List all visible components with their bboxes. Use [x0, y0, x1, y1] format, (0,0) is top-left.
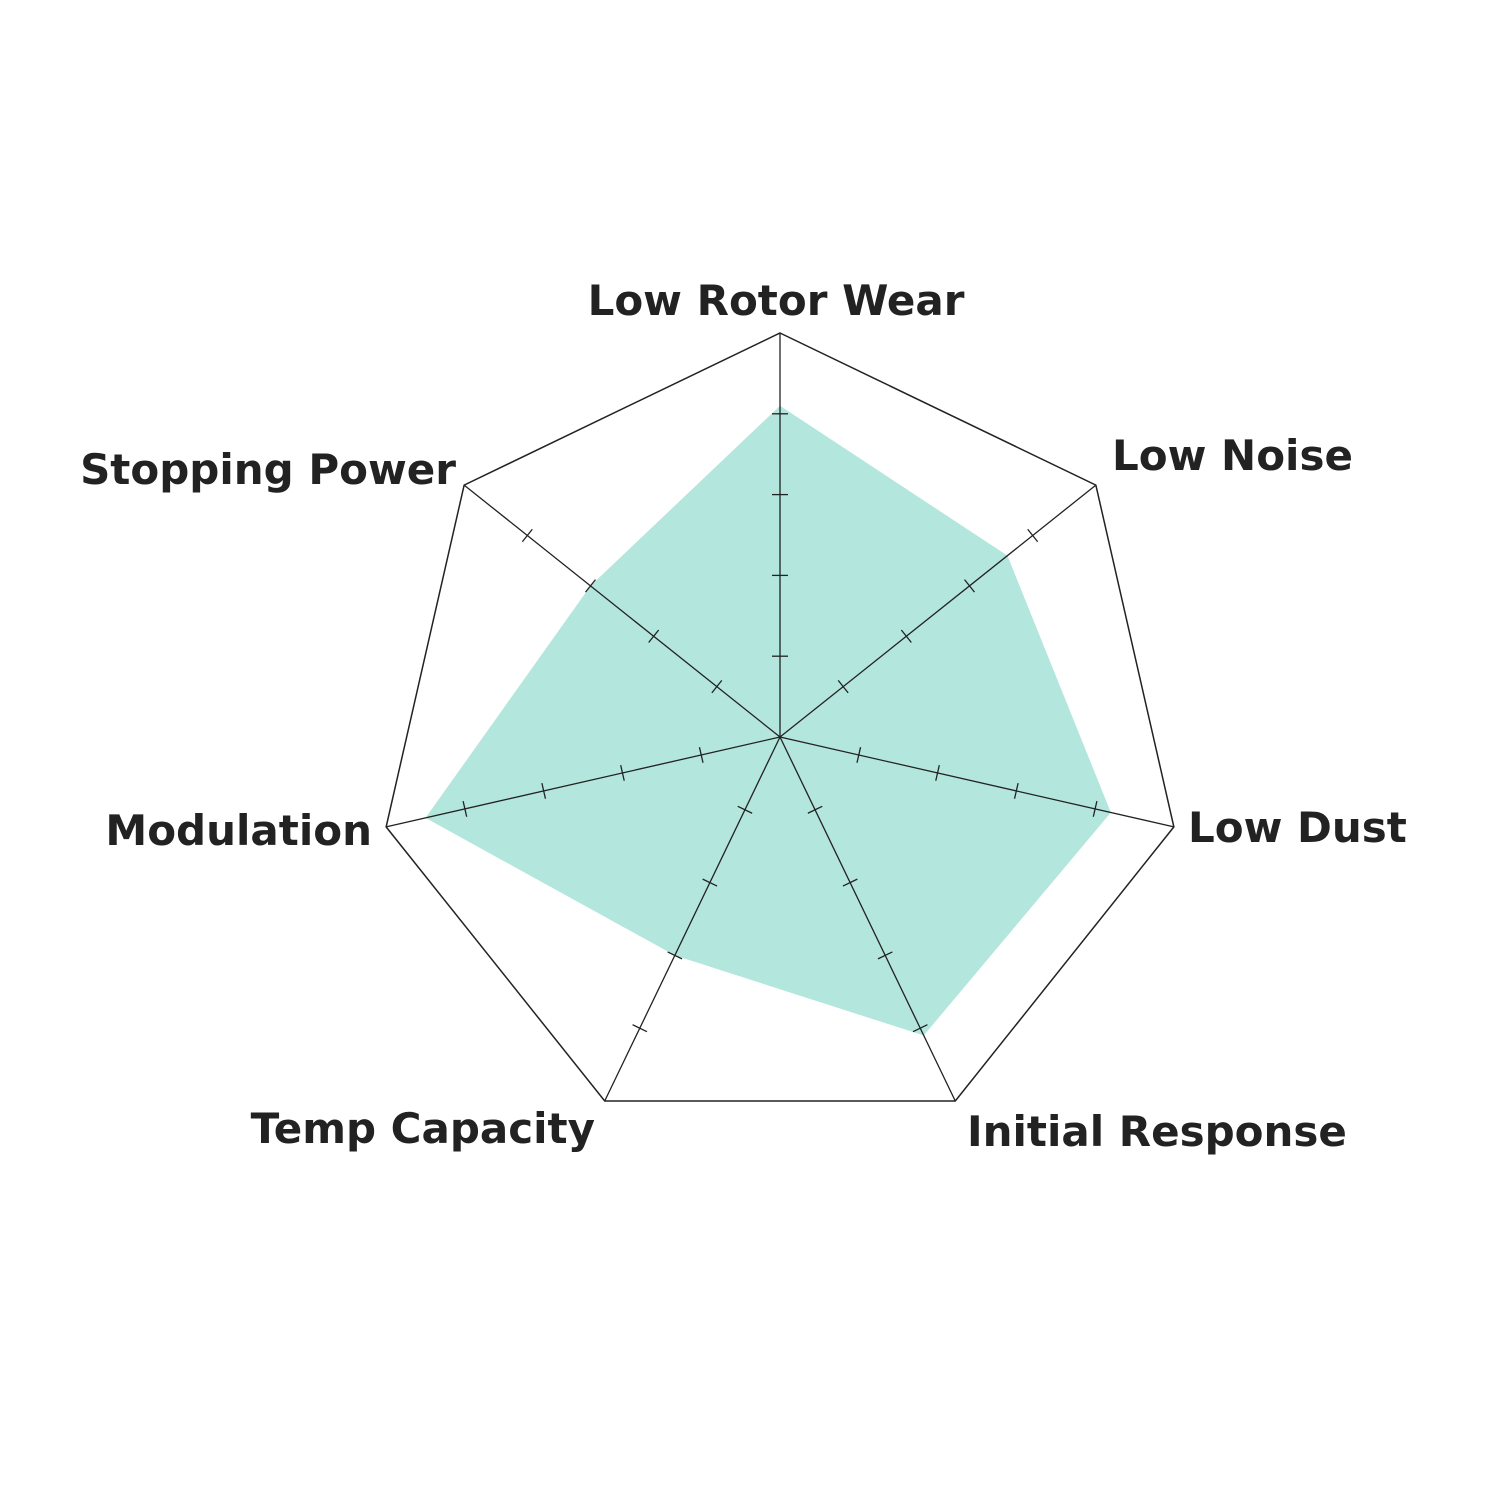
axis-tick	[935, 765, 940, 781]
axis-label: Temp Capacity	[251, 1104, 595, 1153]
axis-tick	[632, 1024, 648, 1033]
outer-grid	[385, 332, 1175, 1102]
axis-tick	[620, 765, 625, 781]
axis-tick	[667, 951, 683, 960]
axis-tick	[648, 629, 660, 643]
axis-spoke	[463, 484, 781, 738]
axis-tick	[702, 878, 718, 887]
axis-tick	[807, 805, 823, 814]
axis-tick	[584, 579, 596, 593]
axis-tick	[698, 747, 704, 763]
axis-tick	[900, 629, 912, 643]
axis-spoke	[604, 736, 781, 1102]
axis-tick	[711, 679, 723, 694]
axis-tick	[521, 528, 533, 543]
axis-tick	[877, 951, 893, 960]
axis-label: Low Noise	[1112, 431, 1353, 480]
axis-tick	[462, 800, 468, 817]
axis-spoke	[779, 736, 956, 1102]
axis-label: Low Rotor Wear	[588, 276, 965, 325]
axis-label: Stopping Power	[80, 445, 456, 494]
axis-tick	[1027, 528, 1039, 543]
axis-tick	[737, 805, 753, 814]
axis-label: Modulation	[105, 806, 372, 855]
axis-tick	[842, 878, 858, 887]
axis-spoke	[385, 736, 781, 828]
axis-tick	[912, 1024, 928, 1033]
axis-label: Initial Response	[967, 1107, 1347, 1156]
axis-tick	[541, 782, 547, 799]
axis-tick	[964, 579, 976, 593]
axis-spoke	[779, 736, 1175, 828]
axis-spoke	[779, 484, 1097, 738]
axis-tick	[856, 747, 862, 763]
axis-tick	[837, 679, 849, 694]
axis-tick	[1013, 782, 1019, 799]
data-area	[425, 405, 1111, 1036]
axis-label: Low Dust	[1188, 803, 1407, 852]
axis-tick	[1092, 800, 1098, 817]
